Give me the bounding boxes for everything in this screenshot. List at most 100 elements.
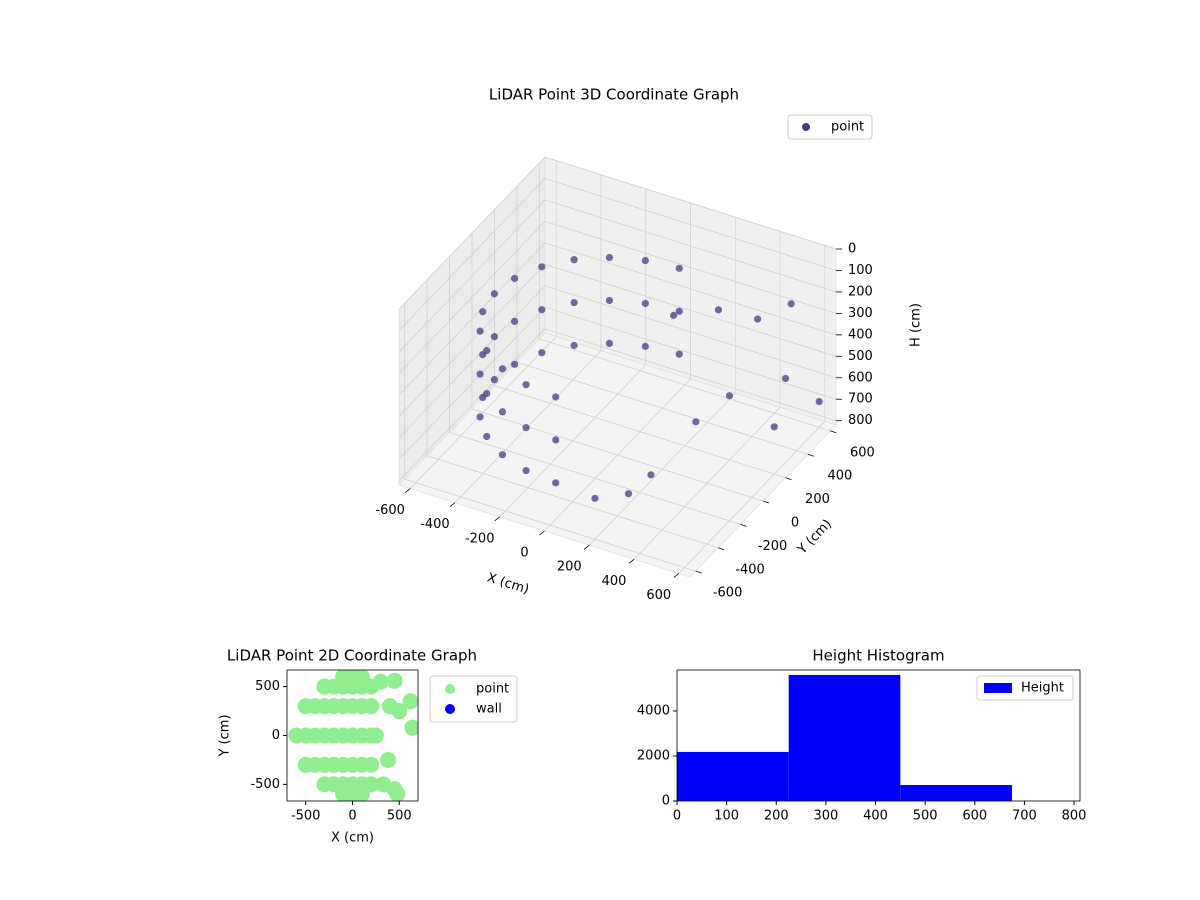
point: [479, 308, 487, 316]
tick-mark: [539, 530, 545, 536]
tick-mark: [717, 547, 725, 551]
legend-marker: [445, 684, 455, 694]
point: [675, 350, 683, 358]
z-tick-label: 100: [848, 263, 873, 278]
legend-label: point: [831, 120, 864, 135]
z-tick-label: 500: [848, 349, 873, 364]
tick-mark: [807, 453, 815, 457]
y-tick-label: 200: [805, 492, 830, 507]
grid-line: [544, 328, 837, 422]
grid-line: [449, 432, 741, 525]
x-axis-label: X (cm): [331, 831, 374, 846]
point: [552, 479, 560, 487]
point: [522, 466, 530, 475]
z-tick-label: 400: [848, 327, 873, 342]
point: [770, 423, 778, 431]
legend-label: wall: [476, 702, 502, 717]
point: [675, 307, 683, 315]
legend-marker: [802, 123, 810, 131]
point: [624, 490, 633, 498]
grid-line: [539, 338, 831, 432]
point: [353, 786, 370, 801]
y-tick-label: -500: [250, 777, 280, 792]
chart-title: LiDAR Point 3D Coordinate Graph: [489, 86, 739, 104]
point: [391, 703, 408, 720]
grid-line: [398, 242, 546, 396]
points: [288, 670, 418, 801]
z-tick-label: 200: [848, 284, 873, 299]
point: [641, 342, 649, 350]
tick-mark: [404, 488, 411, 493]
legend-marker: [984, 683, 1012, 693]
grid-line: [398, 221, 546, 374]
point: [570, 298, 578, 307]
grid-line: [494, 385, 786, 478]
point: [787, 300, 795, 308]
point: [363, 698, 380, 715]
point: [367, 727, 384, 744]
y-axis-label: Y (cm): [218, 714, 233, 757]
z-tick-label: 0: [848, 242, 856, 257]
tick-mark: [762, 500, 770, 504]
z-tick-label: 800: [848, 413, 873, 428]
y-tick-label: -600: [713, 586, 743, 601]
z-tick-label: 700: [848, 392, 873, 407]
point: [552, 436, 560, 444]
point: [404, 719, 418, 736]
point: [498, 451, 507, 459]
z-tick-label: 600: [848, 370, 873, 385]
grid-line: [544, 156, 837, 250]
x-tick-label: 700: [1012, 809, 1037, 824]
bar: [900, 784, 1013, 801]
tick-mark: [740, 524, 747, 527]
legend-box: [976, 675, 1074, 701]
point: [476, 370, 484, 378]
y-tick-label: 600: [850, 445, 875, 460]
point: [510, 360, 519, 368]
x-tick-label: 0: [520, 546, 528, 561]
x-tick-label: 200: [764, 809, 789, 824]
tick-mark: [628, 558, 635, 564]
legend-box: [787, 114, 873, 140]
point: [522, 381, 530, 389]
point: [714, 306, 723, 314]
point: [605, 296, 614, 305]
x-tick-label: 800: [1062, 809, 1087, 824]
point: [372, 673, 389, 690]
grid-line: [544, 285, 837, 379]
point: [605, 339, 614, 347]
x-tick-label: -500: [291, 809, 321, 824]
grid-line: [544, 199, 837, 293]
point: [538, 349, 546, 357]
legend-label: point: [476, 682, 509, 697]
axes-frame: [676, 669, 1081, 802]
point: [570, 256, 578, 264]
y-tick-label: -400: [735, 562, 765, 577]
y-tick-label: 400: [828, 469, 853, 484]
x-tick-label: 600: [962, 809, 987, 824]
x-tick-label: 600: [646, 588, 671, 603]
x-tick-label: 300: [813, 809, 838, 824]
tick-mark: [584, 544, 590, 550]
grid-line: [544, 242, 837, 336]
bar: [677, 751, 789, 801]
grid-line: [544, 306, 837, 400]
point: [605, 253, 614, 262]
point: [490, 333, 498, 341]
x-tick-label: -400: [420, 517, 450, 532]
x-tick-label: 200: [557, 560, 582, 575]
tick-mark: [494, 516, 500, 522]
point: [692, 418, 700, 426]
grid-line: [404, 478, 696, 572]
point: [641, 256, 649, 265]
grid-line: [398, 178, 546, 331]
x-tick-label: -200: [465, 531, 495, 546]
point: [498, 408, 507, 416]
point: [353, 670, 370, 685]
y-tick-label: 4000: [637, 703, 670, 718]
x-tick-label: 0: [348, 809, 356, 824]
point: [476, 327, 484, 335]
point: [490, 375, 498, 384]
x-tick-label: 0: [673, 809, 681, 824]
